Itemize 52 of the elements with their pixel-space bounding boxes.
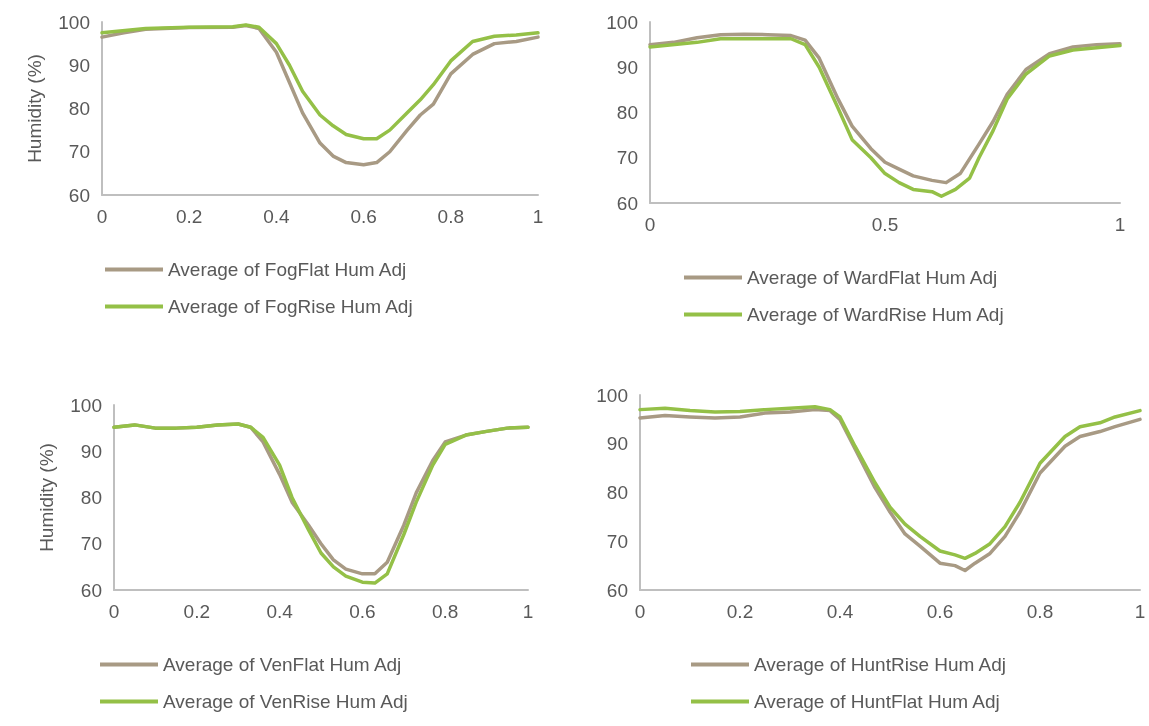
x-tick-label: 0 — [96, 206, 108, 227]
y-tick-label: 70 — [606, 530, 628, 552]
x-tick-label: 1 — [1134, 601, 1146, 622]
legend-label: Average of HuntFlat Hum Adj — [754, 691, 1000, 712]
x-tick-label: 0.4 — [826, 601, 854, 622]
y-tick-label: 60 — [68, 184, 90, 206]
y-tick-label: 80 — [606, 482, 628, 503]
y-tick-label: 90 — [616, 56, 638, 78]
y-tick-label: 60 — [616, 192, 638, 214]
legend-label: Average of HuntRise Hum Adj — [754, 654, 1007, 675]
x-tick-label: 0.6 — [349, 601, 376, 622]
x-tick-label: 0.8 — [437, 206, 465, 227]
legend-label: Average of VenRise Hum Adj — [163, 691, 408, 712]
y-tick-label: 90 — [80, 440, 102, 462]
x-tick-label: 0.8 — [431, 601, 459, 622]
line-series — [100, 23, 540, 141]
x-tick-label: 0.5 — [871, 214, 899, 235]
y-tick-label: 100 — [58, 11, 90, 33]
x-tick-label: 0.2 — [175, 206, 203, 227]
y-axis-title: Humidity (%) — [24, 54, 45, 163]
x-tick-label: 0 — [108, 601, 120, 622]
y-tick-label: 70 — [616, 147, 638, 169]
legend-label: Average of FogFlat Hum Adj — [168, 259, 407, 280]
x-tick-label: 0 — [644, 214, 656, 235]
legend-label: Average of WardFlat Hum Adj — [747, 267, 998, 288]
y-tick-label: 90 — [606, 433, 628, 455]
y-tick-label: 70 — [68, 141, 90, 163]
x-tick-label: 0.6 — [926, 601, 954, 622]
y-tick-label: 90 — [68, 54, 90, 76]
y-tick-label: 80 — [80, 487, 102, 508]
y-tick-label: 70 — [80, 533, 102, 555]
legend-label: Average of WardRise Hum Adj — [747, 304, 1004, 325]
y-tick-label: 100 — [606, 11, 638, 33]
y-tick-label: 100 — [596, 384, 628, 406]
y-axis-title: Humidity (%) — [36, 443, 57, 552]
legend-label: Average of FogRise Hum Adj — [168, 296, 413, 317]
y-tick-label: 100 — [70, 394, 102, 416]
x-tick-label: 1 — [522, 601, 534, 622]
x-tick-label: 0 — [634, 601, 646, 622]
y-tick-label: 60 — [80, 579, 102, 601]
legend-label: Average of VenFlat Hum Adj — [163, 654, 402, 675]
x-tick-label: 0.4 — [263, 206, 291, 227]
x-tick-label: 0.4 — [266, 601, 294, 622]
y-tick-label: 60 — [606, 579, 628, 601]
y-tick-label: 80 — [68, 98, 90, 119]
x-tick-label: 1 — [532, 206, 544, 227]
x-tick-label: 0.8 — [1026, 601, 1054, 622]
x-tick-label: 1 — [1114, 214, 1126, 235]
x-tick-label: 0.6 — [350, 206, 377, 227]
y-tick-label: 80 — [616, 102, 638, 123]
x-tick-label: 0.2 — [726, 601, 754, 622]
x-tick-label: 0.2 — [183, 601, 211, 622]
